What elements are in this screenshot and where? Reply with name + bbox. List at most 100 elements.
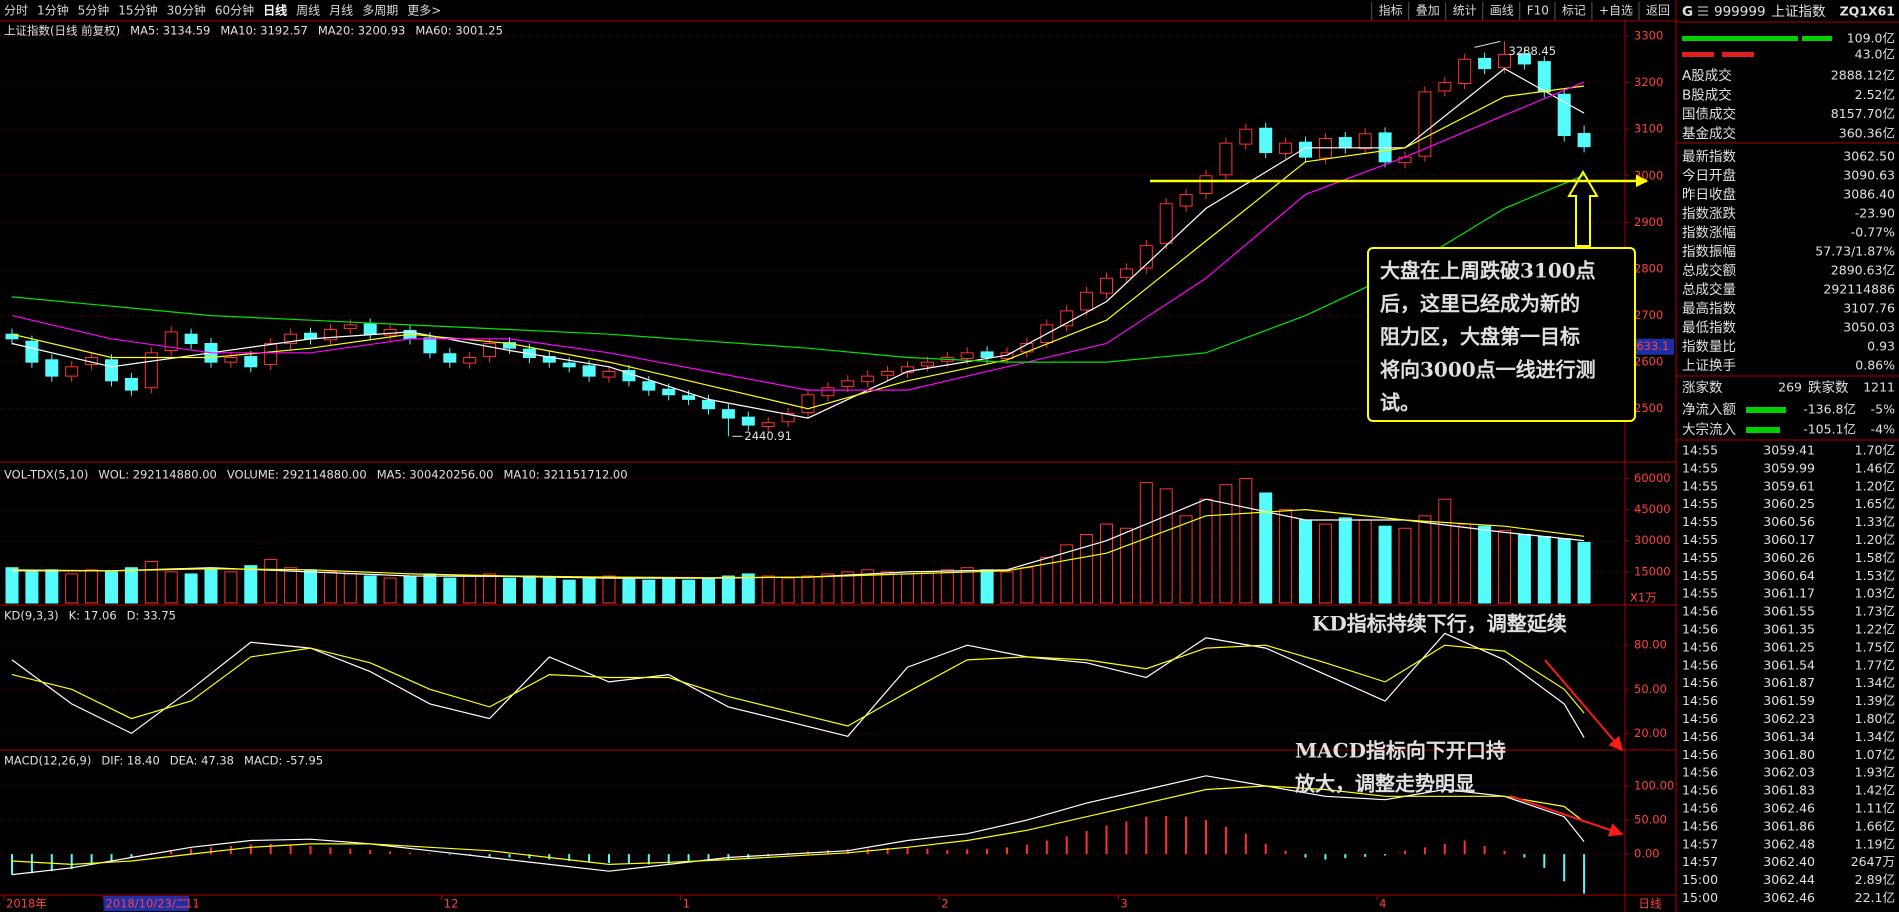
tick-time: 14:56 bbox=[1682, 693, 1718, 708]
tick-price: 3061.55 bbox=[1763, 604, 1815, 619]
period-tab[interactable]: 60分钟 bbox=[215, 3, 254, 18]
tool-button[interactable]: 统计 bbox=[1453, 4, 1477, 18]
tick-price: 3061.83 bbox=[1763, 783, 1815, 798]
row-pct: -5% bbox=[1871, 402, 1895, 417]
candle-body bbox=[841, 380, 855, 387]
volume-bar bbox=[85, 569, 99, 604]
y-tick-label: 80.00 bbox=[1634, 638, 1667, 652]
up-arrow bbox=[1567, 170, 1599, 247]
volume-bar bbox=[25, 571, 39, 604]
tick-price: 3060.25 bbox=[1763, 496, 1815, 511]
volume-bar bbox=[463, 575, 477, 604]
tick-price: 3062.48 bbox=[1763, 836, 1815, 851]
tick-time: 14:55 bbox=[1682, 586, 1718, 601]
candle-body bbox=[1577, 133, 1591, 148]
period-tab[interactable]: 30分钟 bbox=[167, 3, 206, 18]
tick-time: 15:00 bbox=[1682, 890, 1718, 905]
row-value: 3107.76 bbox=[1843, 301, 1895, 316]
tick-time: 14:55 bbox=[1682, 514, 1718, 529]
period-tab[interactable]: 周线 bbox=[296, 4, 320, 18]
volume-bar bbox=[1318, 523, 1332, 604]
period-tab[interactable]: 日线 bbox=[263, 3, 287, 18]
y-tick-label: 3100 bbox=[1634, 122, 1663, 136]
market-icon: G bbox=[1682, 4, 1693, 20]
flow-bar bbox=[1722, 52, 1754, 57]
candle-body bbox=[1179, 193, 1193, 207]
max-pointer bbox=[1474, 40, 1501, 48]
indicator-line bbox=[11, 775, 1585, 876]
volume-bar bbox=[1577, 541, 1591, 604]
volume-bar bbox=[264, 558, 278, 604]
indicator-line bbox=[11, 508, 1585, 579]
candle-body bbox=[662, 388, 676, 396]
row-value: 360.36亿 bbox=[1839, 125, 1895, 140]
period-tab[interactable]: 5分钟 bbox=[78, 3, 110, 18]
flow-bar bbox=[1802, 36, 1832, 41]
tick-price: 3061.54 bbox=[1763, 657, 1815, 672]
tick-price: 3062.46 bbox=[1763, 801, 1815, 816]
volume-bar bbox=[980, 569, 994, 604]
tool-button[interactable]: +自选 bbox=[1599, 4, 1633, 18]
volume-bar bbox=[1239, 477, 1253, 604]
candle-body bbox=[881, 370, 895, 376]
period-tab[interactable]: 月线 bbox=[329, 4, 353, 18]
row-value: 3062.50 bbox=[1843, 149, 1895, 164]
tick-time: 14:55 bbox=[1682, 532, 1718, 547]
row-value: 3050.03 bbox=[1843, 320, 1895, 335]
callout-text: MACD指标向下开口持 bbox=[1295, 739, 1506, 763]
volume-bar bbox=[702, 577, 715, 604]
tick-price: 3061.87 bbox=[1763, 675, 1815, 690]
volume-bar bbox=[343, 573, 357, 604]
indicator-line bbox=[11, 632, 1585, 738]
candle-body bbox=[1478, 57, 1492, 70]
indicator-line bbox=[11, 67, 1585, 419]
volume-bar bbox=[1378, 525, 1392, 604]
tick-time: 14:56 bbox=[1682, 711, 1718, 726]
volume-bar bbox=[1279, 509, 1293, 604]
candle-body bbox=[164, 331, 178, 351]
row-value: -0.77% bbox=[1851, 225, 1895, 240]
volume-bar bbox=[920, 571, 934, 604]
tick-amount: 1.34亿 bbox=[1855, 675, 1895, 690]
volume-bar bbox=[503, 577, 516, 604]
tick-price: 3060.64 bbox=[1763, 568, 1815, 583]
volume-bar bbox=[5, 567, 19, 604]
period-tab[interactable]: 多周期 bbox=[362, 4, 398, 18]
candle-body bbox=[244, 356, 258, 368]
volume-bar bbox=[423, 573, 437, 604]
volume-bar bbox=[144, 560, 158, 604]
period-tab[interactable]: 分时 bbox=[4, 4, 28, 18]
tool-button[interactable]: 标记 bbox=[1562, 4, 1586, 18]
unit-label: X1万 bbox=[1630, 591, 1657, 605]
tool-button[interactable]: 画线 bbox=[1490, 4, 1514, 18]
period-tab[interactable]: 更多> bbox=[407, 4, 441, 18]
volume-bar bbox=[1199, 498, 1213, 604]
tool-button[interactable]: 指标 bbox=[1379, 3, 1403, 18]
row-value: 8157.70亿 bbox=[1831, 106, 1895, 121]
date-label: 1 bbox=[683, 897, 690, 911]
period-tab[interactable]: 1分钟 bbox=[37, 3, 69, 18]
tick-amount: 1.34亿 bbox=[1855, 729, 1895, 744]
candle-body bbox=[503, 342, 516, 349]
volume-bar bbox=[602, 575, 616, 604]
candle-body bbox=[25, 340, 39, 363]
row-value: 57.73/1.87% bbox=[1815, 244, 1895, 259]
stock-name: 上证指数 bbox=[1772, 4, 1826, 20]
legend-item: MA10: 321151712.00 bbox=[503, 468, 627, 482]
tool-button[interactable]: F10 bbox=[1527, 4, 1549, 18]
tool-button[interactable]: 返回 bbox=[1646, 4, 1670, 18]
tool-button[interactable]: 叠加 bbox=[1416, 4, 1440, 18]
candle-body bbox=[105, 359, 118, 382]
tick-time: 14:56 bbox=[1682, 747, 1718, 762]
y-tick-label: 60000 bbox=[1634, 471, 1671, 485]
tick-amount: 1.58亿 bbox=[1855, 550, 1895, 565]
candle-body bbox=[761, 422, 775, 427]
candle-body bbox=[821, 387, 835, 397]
volume-bar bbox=[1100, 523, 1113, 604]
period-tab[interactable]: 15分钟 bbox=[118, 3, 157, 18]
candle-body bbox=[702, 399, 715, 410]
panel-title: KD(9,3,3) bbox=[4, 609, 59, 623]
row-pct: -4% bbox=[1871, 422, 1895, 437]
row-label: 昨日收盘 bbox=[1682, 186, 1736, 203]
candle-body bbox=[1219, 142, 1233, 176]
